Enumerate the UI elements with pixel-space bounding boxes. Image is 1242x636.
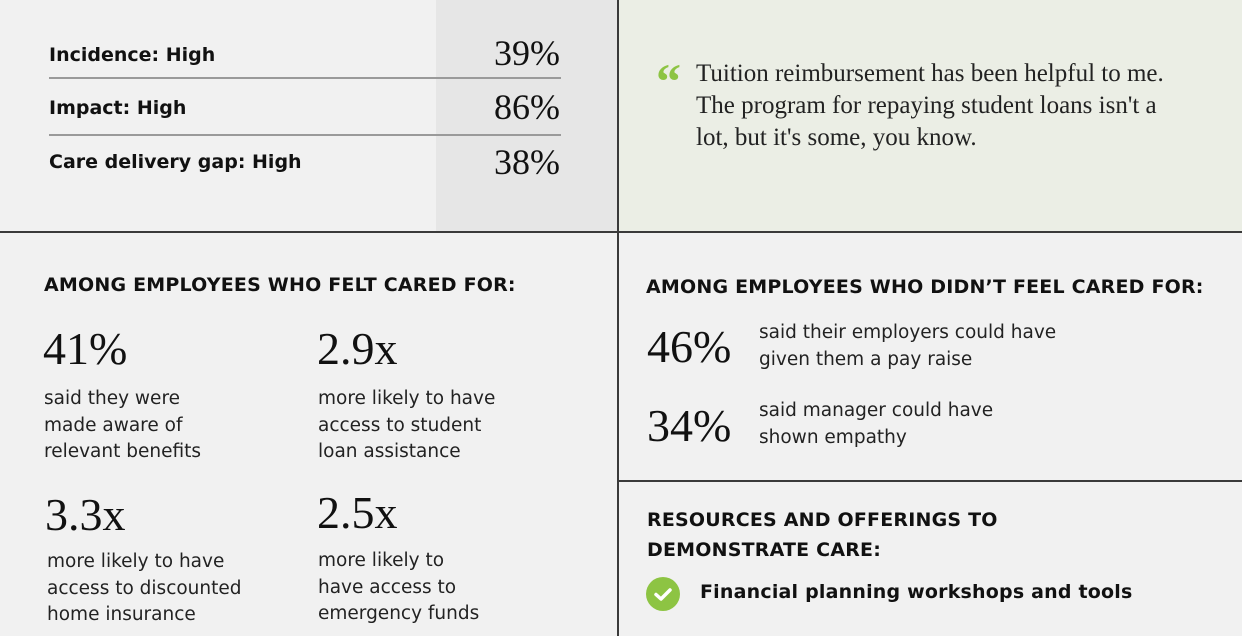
metric-label-care-gap: Care delivery gap: High [49, 151, 302, 173]
resource-item: Financial planning workshops and tools [700, 581, 1133, 603]
stat-value: 34% [647, 400, 732, 451]
stat-value: 41% [43, 323, 128, 374]
stat-value: 2.5x [317, 487, 398, 538]
section-divider [0, 231, 1242, 233]
column-divider [617, 0, 619, 636]
stat-desc: said manager could have shown empathy [759, 400, 994, 448]
metric-value-incidence: 39% [494, 33, 560, 73]
stat-value: 3.3x [45, 489, 126, 540]
metric-value-care-gap: 38% [494, 142, 560, 182]
metric-value-impact: 86% [494, 87, 560, 127]
stat-value: 2.9x [317, 323, 398, 374]
stat-desc: said they were made aware of relevant be… [44, 388, 202, 462]
quote-mark-icon: “ [656, 53, 681, 109]
quote-text: Tuition reimbursement has been helpful t… [696, 60, 1164, 151]
stat-desc: more likely to have access to discounted… [47, 551, 242, 625]
not-cared-heading: AMONG EMPLOYEES WHO DIDN’T FEEL CARED FO… [646, 276, 1204, 298]
metric-divider [49, 77, 561, 79]
resources-heading: RESOURCES AND OFFERINGS TO DEMONSTRATE C… [647, 509, 998, 561]
metric-divider [49, 134, 561, 136]
quote-panel [619, 0, 1242, 232]
stat-desc: said their employers could have given th… [759, 322, 1057, 370]
check-circle-icon [646, 577, 680, 611]
stat-desc: more likely to have access to student lo… [318, 388, 496, 462]
stat-desc: more likely to have access to emergency … [318, 550, 480, 624]
metric-label-incidence: Incidence: High [49, 44, 216, 66]
section-divider [619, 480, 1242, 482]
cared-heading: AMONG EMPLOYEES WHO FELT CARED FOR: [44, 274, 516, 296]
metric-label-impact: Impact: High [49, 97, 187, 119]
metric-values-column [436, 0, 618, 232]
stat-value: 46% [647, 321, 732, 372]
